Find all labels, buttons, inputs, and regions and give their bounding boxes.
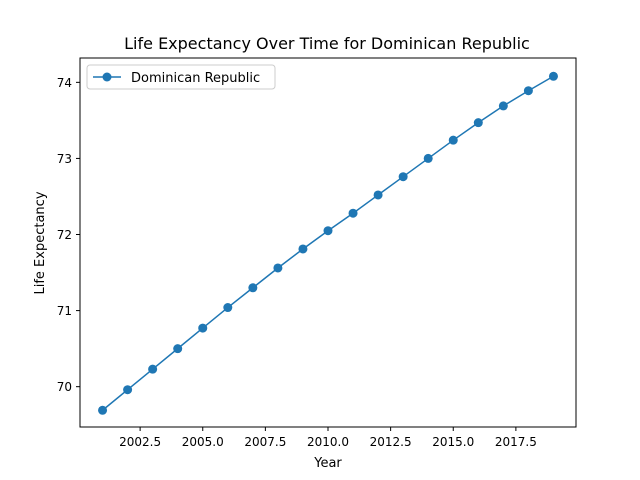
data-point: [373, 190, 383, 200]
y-axis: 70 71 72 73 74: [57, 76, 80, 394]
x-tick-label: 2017.5: [495, 435, 537, 449]
legend: Dominican Republic: [86, 64, 276, 90]
y-tick-label: 72: [57, 228, 72, 242]
chart-title: Life Expectancy Over Time for Dominican …: [124, 34, 530, 53]
plot-area: [80, 58, 576, 427]
y-tick-label: 70: [57, 380, 72, 394]
x-tick-label: 2002.5: [119, 435, 161, 449]
data-point: [223, 303, 233, 313]
legend-box: [86, 64, 276, 90]
x-tick-label: 2007.5: [244, 435, 286, 449]
data-point: [448, 135, 458, 145]
data-point: [548, 71, 558, 81]
data-point: [148, 364, 158, 374]
data-point: [98, 405, 108, 415]
data-point: [173, 344, 183, 354]
data-point: [248, 283, 258, 293]
data-point: [523, 86, 533, 96]
y-tick-label: 74: [57, 76, 72, 90]
y-axis-label: Life Expectancy: [33, 191, 48, 294]
y-tick-label: 73: [57, 152, 72, 166]
x-tick-label: 2015.0: [432, 435, 474, 449]
data-point: [473, 118, 483, 128]
data-point: [423, 153, 433, 163]
x-tick-label: 2012.5: [370, 435, 412, 449]
data-point: [123, 385, 133, 395]
data-point: [198, 323, 208, 333]
x-tick-label: 2005.0: [182, 435, 224, 449]
legend-label: Dominican Republic: [131, 71, 260, 86]
data-point: [498, 101, 508, 111]
data-point: [323, 226, 333, 236]
plot-frame: [79, 57, 577, 428]
data-point: [273, 263, 283, 273]
series-layer: [98, 71, 558, 415]
x-axis: 2002.5 2005.0 2007.5 2010.0 2012.5 2015.0 2017…: [119, 427, 537, 449]
y-tick-label: 71: [57, 304, 72, 318]
data-point: [348, 208, 358, 218]
x-axis-label: Year: [313, 456, 342, 471]
data-point: [398, 172, 408, 182]
x-tick-label: 2010.0: [307, 435, 349, 449]
legend-point-marker: [102, 72, 112, 82]
data-point: [298, 244, 308, 254]
